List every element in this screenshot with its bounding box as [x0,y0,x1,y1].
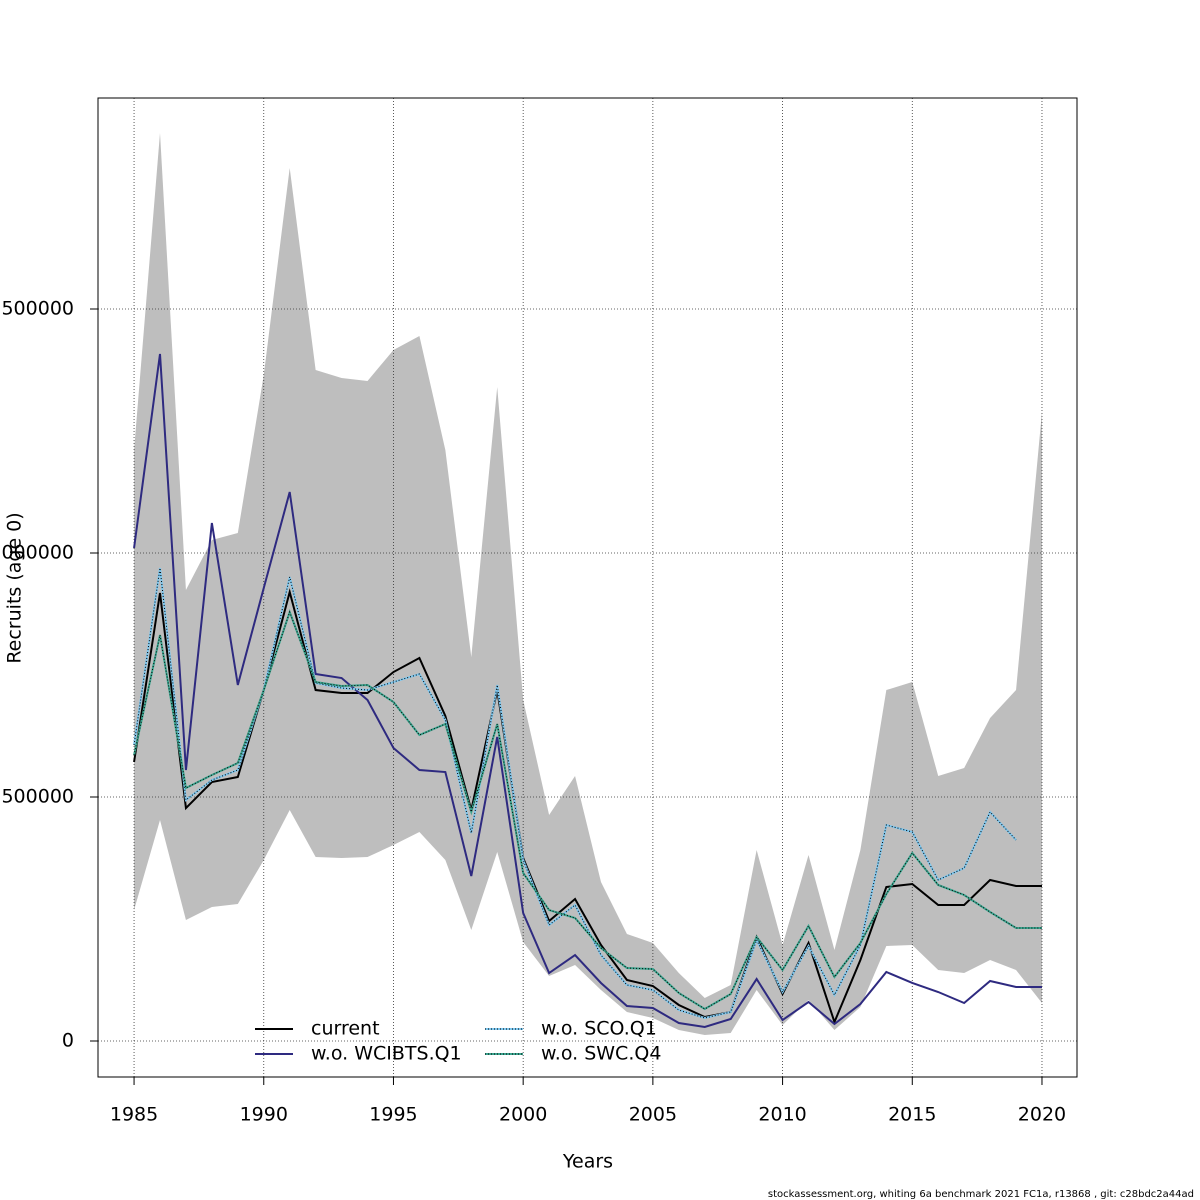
series-line [133,608,1042,1011]
series-line [133,353,1042,1029]
legend-label: w.o. SWC.Q4 [541,1043,661,1065]
x-tick-label: 1985 [110,1104,158,1126]
x-tick-label: 1990 [240,1104,288,1126]
footer: stockassessment.org, whiting 6a benchmar… [768,1189,1194,1200]
legend-label: w.o. SCO.Q1 [541,1018,657,1040]
y-tick-label: 1500000 [0,298,74,320]
x-tick-label: 2010 [758,1104,806,1126]
x-tick-label: 2005 [629,1104,677,1126]
x-tick-label: 2000 [499,1104,547,1126]
confidence-band [134,133,1042,1035]
x-axis-label: Years [562,1151,613,1173]
plot-frame [97,97,1078,1078]
y-tick-label: 0 [62,1030,74,1052]
x-tick-label: 1995 [369,1104,417,1126]
legend-label: w.o. WCIBTS.Q1 [311,1043,462,1065]
y-tick-label: 1000000 [0,542,74,564]
series-line [133,567,1017,1020]
x-tick-label: 2020 [1018,1104,1066,1126]
legend-label: current [311,1018,380,1040]
y-axis-label: Recruits (age 0) [4,512,26,663]
x-tick-label: 2015 [888,1104,936,1126]
y-tick-label: 500000 [1,786,74,808]
